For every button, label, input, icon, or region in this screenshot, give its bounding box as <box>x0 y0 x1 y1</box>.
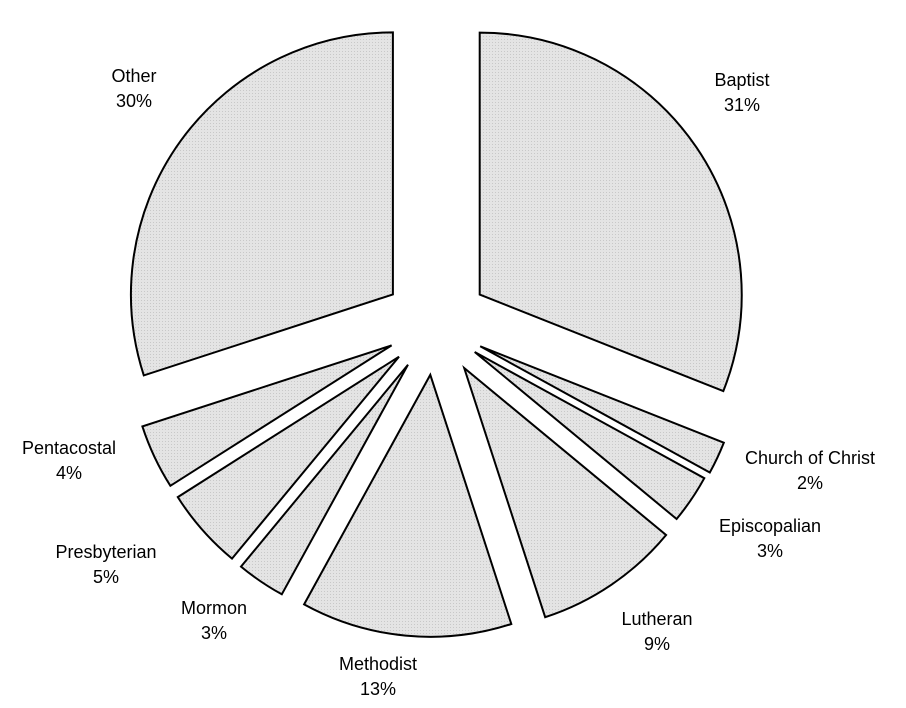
slice-label-methodist: Methodist <box>339 654 417 674</box>
slice-value-baptist: 31% <box>724 95 760 115</box>
slice-label-other: Other <box>111 66 156 86</box>
slice-value-episcopalian: 3% <box>757 541 783 561</box>
slice-label-church-of-christ: Church of Christ <box>745 448 875 468</box>
pie-slice-episcopalian <box>474 351 706 521</box>
slice-label-baptist: Baptist <box>714 70 769 90</box>
slice-value-pentacostal: 4% <box>56 463 82 483</box>
slice-label-pentacostal: Pentacostal <box>22 438 116 458</box>
slice-label-lutheran: Lutheran <box>621 609 692 629</box>
slice-label-episcopalian: Episcopalian <box>719 516 821 536</box>
slice-value-other: 30% <box>116 91 152 111</box>
pie-labels: Baptist 31% Church of Christ 2% Episcopalian… <box>22 66 875 699</box>
slice-label-presbyterian: Presbyterian <box>55 542 156 562</box>
slice-value-church-of-christ: 2% <box>797 473 823 493</box>
slice-value-mormon: 3% <box>201 623 227 643</box>
pie-slice-pentacostal <box>141 344 393 488</box>
pie-slice-lutheran <box>462 365 668 619</box>
pie-slice-baptist <box>478 31 743 393</box>
pie-slice-presbyterian <box>176 355 400 561</box>
pie-slices <box>129 31 743 638</box>
slice-value-methodist: 13% <box>360 679 396 699</box>
pie-slice-church-of-christ <box>479 345 726 474</box>
pie-slice-methodist <box>302 372 513 638</box>
slice-value-lutheran: 9% <box>644 634 670 654</box>
slice-label-mormon: Mormon <box>181 598 247 618</box>
pie-slice-other <box>129 31 394 377</box>
slice-value-presbyterian: 5% <box>93 567 119 587</box>
pie-slice-mormon <box>239 364 409 596</box>
